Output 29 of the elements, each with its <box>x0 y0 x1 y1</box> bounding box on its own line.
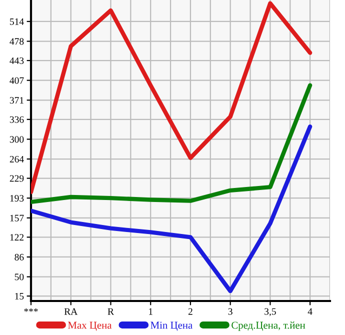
x-tick-label: 3 <box>228 308 232 315</box>
x-tick-label: R <box>108 308 114 315</box>
x-tick-label: 4 <box>308 308 312 315</box>
y-tick-label: 193 <box>10 195 24 202</box>
y-tick-label: 478 <box>10 38 24 45</box>
y-tick-label: 86 <box>14 254 24 260</box>
y-tick-label: 229 <box>10 175 24 182</box>
legend-label: Сред.Цена, т.йен <box>232 321 306 331</box>
y-tick-label: 264 <box>10 156 24 162</box>
x-tick-label: 2 <box>188 308 192 315</box>
x-tick-label: 3,5 <box>264 308 276 316</box>
legend-label: Max Цена <box>68 322 112 331</box>
line-series <box>31 83 312 204</box>
y-tick-label: 300 <box>10 136 24 143</box>
y-tick-label: 514 <box>10 18 24 25</box>
line-series <box>31 124 312 294</box>
y-tick-label: 336 <box>10 116 24 123</box>
x-tick-label: *** <box>24 308 38 312</box>
line-series <box>31 1 312 194</box>
x-tick-label: RA <box>64 308 78 315</box>
y-tick-label: 157 <box>10 214 24 222</box>
y-tick-label: 15 <box>15 293 24 300</box>
y-tick-label: 371 <box>10 97 24 104</box>
y-tick-label: 122 <box>10 234 24 241</box>
legend-label: Min Цена <box>150 322 192 331</box>
x-tick-label: 1 <box>149 308 152 315</box>
y-tick-label: 50 <box>14 274 24 280</box>
y-tick-label: 407 <box>10 77 24 84</box>
y-tick-label: 443 <box>10 57 24 64</box>
